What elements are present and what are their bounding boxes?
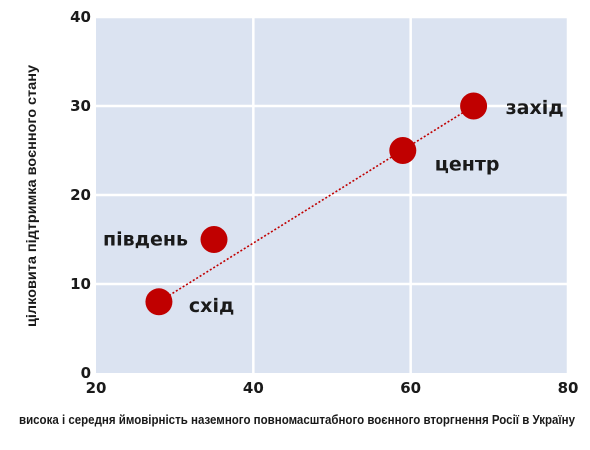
- data-point: [460, 92, 488, 120]
- y-tick-label: 30: [70, 97, 91, 115]
- x-tick-label: 20: [86, 379, 107, 397]
- grid-lines: [96, 15, 570, 373]
- data-point: [145, 288, 173, 316]
- x-axis-label: висока і середня ймовірність наземного п…: [19, 413, 575, 427]
- data-point-label: центр: [435, 154, 500, 176]
- x-axis-ticks: 20 40 60 80: [86, 379, 579, 397]
- y-tick-label: 40: [70, 8, 91, 26]
- y-tick-label: 10: [70, 275, 91, 293]
- data-points: схід південь центр захід: [103, 92, 564, 317]
- x-tick-label: 40: [243, 379, 264, 397]
- y-axis-label: цілковита підтримка воєнного стану: [24, 64, 39, 327]
- x-tick-label: 80: [558, 379, 579, 397]
- y-tick-label: 20: [70, 186, 91, 204]
- y-tick-label: 0: [81, 364, 91, 382]
- y-axis-ticks: 0 10 20 30 40: [70, 8, 91, 382]
- x-tick-label: 60: [400, 379, 421, 397]
- trend-line: [158, 105, 475, 303]
- data-point-label: південь: [103, 229, 188, 251]
- data-point-label: захід: [506, 97, 564, 119]
- data-point: [389, 137, 417, 164]
- data-point: [200, 226, 228, 253]
- data-point-label: схід: [189, 295, 234, 317]
